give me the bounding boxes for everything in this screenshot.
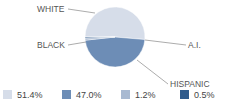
legend-swatch xyxy=(180,90,189,99)
legend-label: 1.2% xyxy=(135,90,156,100)
legend-label: 47.0% xyxy=(76,90,102,100)
legend: 51.4% 47.0% 1.2% 0.5% xyxy=(3,90,215,100)
legend-label: 51.4% xyxy=(17,90,43,100)
pie-slice xyxy=(85,37,115,39)
chart-container: WHITE HISPANIC BLACK A.I. 51.4% 47.0% 1.2% 0.5% xyxy=(0,0,240,100)
legend-swatch xyxy=(121,90,130,99)
leader-line xyxy=(68,9,95,13)
leader-line xyxy=(145,40,186,45)
legend-swatch xyxy=(3,90,12,99)
category-label: BLACK xyxy=(37,40,65,50)
leader-line xyxy=(137,60,168,84)
category-label: WHITE xyxy=(37,4,65,14)
pie-slice xyxy=(85,37,115,40)
chart: WHITE HISPANIC BLACK A.I. 51.4% 47.0% 1.2% 0.5% xyxy=(0,0,240,100)
legend-label: 0.5% xyxy=(194,90,215,100)
category-label: A.I. xyxy=(188,40,201,50)
category-label: HISPANIC xyxy=(170,79,210,89)
leader-line xyxy=(68,42,86,45)
pie-slice xyxy=(85,7,145,40)
pie xyxy=(85,7,145,67)
legend-swatch xyxy=(62,90,71,99)
pie-slice xyxy=(85,37,145,67)
